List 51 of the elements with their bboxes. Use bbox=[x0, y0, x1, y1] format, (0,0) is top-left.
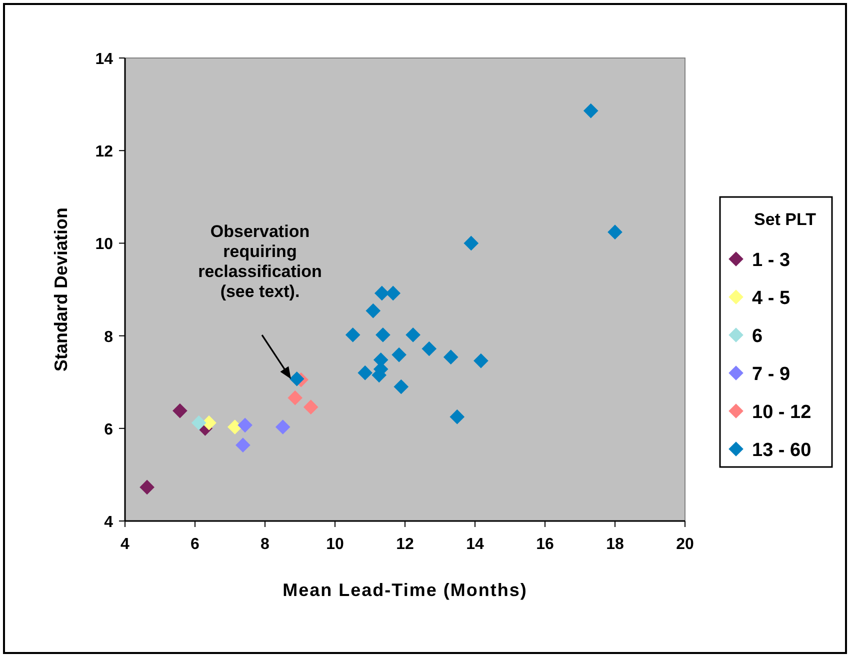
legend-label: 6 bbox=[752, 326, 763, 347]
y-tick-label: 14 bbox=[95, 51, 114, 68]
x-tick-label: 10 bbox=[326, 536, 344, 553]
point bbox=[140, 480, 154, 495]
legend-label: 7 - 9 bbox=[752, 364, 790, 385]
legend-label: 4 - 5 bbox=[752, 288, 790, 309]
point bbox=[583, 103, 598, 118]
x-tick-label: 18 bbox=[606, 536, 624, 553]
point bbox=[227, 420, 242, 434]
point bbox=[238, 418, 252, 433]
point bbox=[345, 327, 360, 342]
y-tick-label: 10 bbox=[95, 236, 114, 254]
legend-label: 10 - 12 bbox=[752, 402, 812, 423]
point bbox=[464, 236, 479, 251]
point bbox=[422, 341, 437, 356]
point bbox=[474, 353, 488, 368]
point bbox=[366, 303, 381, 318]
point bbox=[358, 365, 373, 380]
y-axis-title: Standard Deviation bbox=[51, 207, 71, 372]
point bbox=[392, 347, 406, 362]
legend-label: 1 - 3 bbox=[752, 250, 790, 271]
point bbox=[289, 371, 304, 386]
x-tick-label: 12 bbox=[396, 536, 414, 553]
y-tick-label: 6 bbox=[104, 421, 114, 438]
point bbox=[288, 390, 303, 406]
point bbox=[386, 286, 401, 301]
x-tick-label: 6 bbox=[190, 536, 200, 553]
point bbox=[191, 415, 206, 430]
point bbox=[443, 350, 458, 365]
annotation: Observation requiring reclassification (see text). bbox=[198, 222, 322, 301]
x-tick-label: 4 bbox=[120, 536, 130, 553]
y-tick-label: 12 bbox=[95, 144, 114, 161]
x-axis-title: Mean Lead-Time (Months) bbox=[282, 580, 528, 600]
point bbox=[275, 420, 290, 434]
legend-title: Set PLT bbox=[754, 210, 817, 229]
x-tick-label: 8 bbox=[260, 536, 270, 553]
y-tick-label: 8 bbox=[104, 328, 114, 346]
x-tick-label: 16 bbox=[536, 536, 554, 553]
point bbox=[406, 327, 420, 342]
y-tick-label: 4 bbox=[104, 514, 114, 531]
legend-label: 13 - 60 bbox=[752, 440, 812, 461]
x-tick-label: 14 bbox=[466, 536, 484, 553]
point bbox=[376, 327, 390, 342]
point bbox=[450, 409, 465, 424]
point bbox=[374, 286, 390, 301]
x-tick-label: 20 bbox=[676, 536, 694, 553]
point bbox=[236, 438, 250, 452]
point bbox=[303, 400, 318, 415]
point bbox=[172, 403, 188, 418]
point bbox=[608, 224, 622, 240]
point bbox=[394, 379, 409, 394]
